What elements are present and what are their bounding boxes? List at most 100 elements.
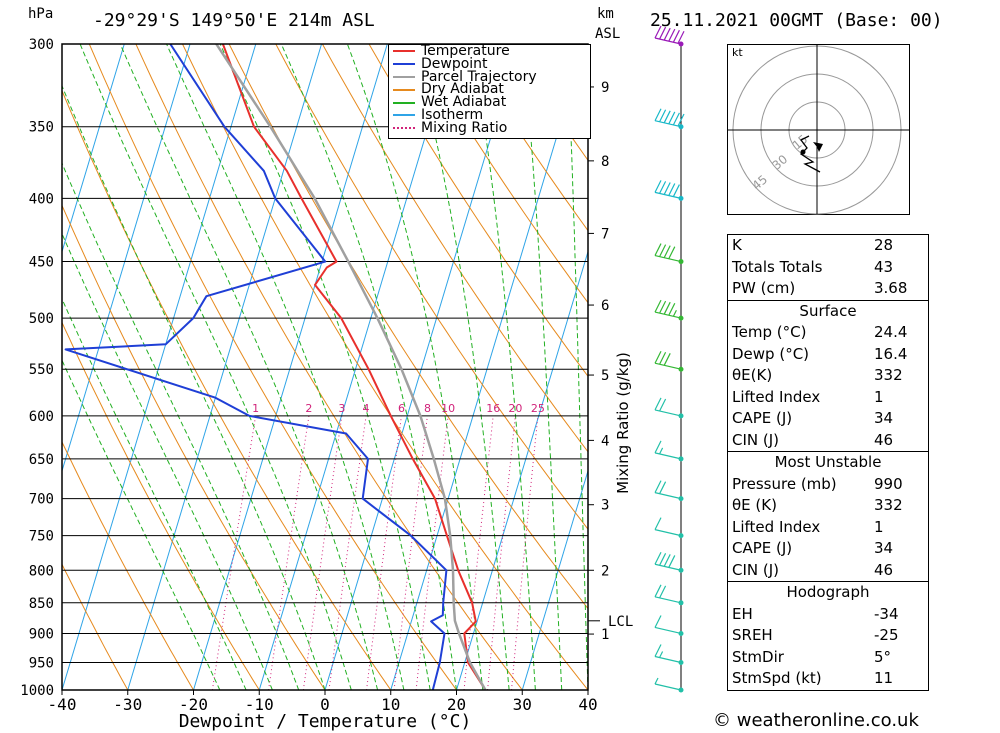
wind-barb-flag: [677, 113, 685, 127]
wind-barb-flag: [654, 299, 662, 313]
km-tick-label: 5: [601, 368, 609, 384]
wet-adiabat-line: [280, 44, 457, 690]
x-tick-label: 10: [381, 695, 400, 714]
wind-barb-half-flag: [659, 447, 664, 455]
chart-legend: Temperature Dewpoint Parcel Trajectory Dry …: [388, 44, 591, 139]
stats-label: CIN (J): [732, 560, 780, 579]
legend-label: Dry Adiabat: [421, 81, 504, 98]
stats-row: θE (K) 332: [728, 495, 928, 517]
stats-value: -34: [874, 604, 899, 623]
pressure-tick-label: 950: [29, 655, 54, 671]
stats-label: EH: [732, 604, 753, 623]
stats-row: Dewp (°C) 16.4: [728, 344, 928, 366]
stats-row: Temp (°C) 24.4: [728, 322, 928, 344]
wind-barb: [654, 180, 682, 199]
isotherm-line: [521, 469, 588, 690]
stats-value: 34: [874, 539, 894, 557]
wind-barb-flag: [654, 480, 662, 493]
most-unstable-title: Most Unstable: [774, 453, 882, 471]
wind-barb-flag: [654, 517, 662, 530]
stats-value: 34: [874, 409, 894, 427]
wind-barb: [654, 108, 685, 128]
stats-row: PW (cm) 3.68: [728, 278, 928, 300]
stats-value: 3.68: [874, 279, 908, 297]
wind-barb-flag: [659, 352, 667, 365]
pressure-tick-label: 650: [29, 452, 54, 468]
legend-label: Parcel Trajectory: [421, 68, 537, 85]
km-label: km: [597, 6, 614, 22]
wind-barb-staff: [654, 311, 682, 319]
location-title: -29°29'S 149°50'E 214m ASL: [93, 10, 375, 31]
stats-value: 1: [874, 387, 884, 406]
dry-adiabat-line: [415, 44, 588, 304]
wind-barb: [654, 677, 682, 691]
wind-barb-flag: [654, 350, 662, 364]
legend-label: Dewpoint: [421, 55, 488, 72]
legend-item: Mixing Ratio: [389, 119, 590, 136]
isotherm-line: [456, 249, 588, 690]
legend-swatch: [393, 101, 415, 104]
pressure-unit-label: hPa: [28, 6, 54, 22]
mixing-ratio-line: [211, 415, 257, 690]
pressure-tick-label: 400: [29, 191, 54, 207]
asl-label: ASL: [595, 26, 621, 42]
wind-barb: [654, 480, 682, 500]
wind-barb-flag: [654, 552, 662, 565]
wind-barb-flag: [659, 181, 667, 194]
wind-barb-staff: [654, 529, 682, 537]
stats-label: Lifted Index: [732, 387, 821, 406]
wind-barb-flag: [663, 27, 671, 41]
wind-barb-flag: [663, 245, 671, 258]
stats-label: PW (cm): [732, 279, 796, 297]
wind-barb-flag: [659, 481, 667, 494]
legend-swatch: [393, 63, 415, 66]
wet-adiabat-line: [166, 44, 405, 690]
wind-barb: [654, 517, 682, 537]
legend-item: Parcel Trajectory: [389, 68, 590, 85]
legend-swatch: [393, 127, 415, 130]
stats-label: CAPE (J): [732, 539, 793, 557]
mixing-ratio-line: [328, 415, 367, 690]
copyright-link[interactable]: © weatheronline.co.uk: [713, 710, 919, 731]
x-tick-label: -10: [245, 695, 274, 714]
stats-row: CIN (J) 46: [728, 430, 928, 452]
wind-barb-flag: [654, 615, 662, 628]
stats-row: K 28: [728, 235, 928, 257]
wind-barb-flag: [654, 397, 662, 411]
stats-label: θE (K): [732, 496, 777, 514]
isotherm-line: [193, 44, 388, 690]
wind-barb-flag: [654, 108, 662, 121]
wind-barb: [654, 243, 682, 263]
mixing-ratio-label: 1: [252, 402, 259, 415]
wind-level-dot: [678, 124, 684, 130]
wind-barb-staff: [654, 37, 682, 45]
wind-barb-flag: [654, 644, 662, 657]
stats-label: StmSpd (kt): [732, 669, 822, 687]
stats-value: 5°: [874, 647, 892, 666]
stats-label: θE(K): [732, 366, 773, 384]
stats-row: CIN (J) 46: [728, 560, 928, 582]
mixing-ratio-label: 8: [424, 402, 431, 415]
wind-barb-staff: [654, 563, 682, 571]
km-tick-label: 7: [601, 226, 609, 242]
legend-swatch: [393, 75, 415, 78]
mixing-ratio-axis-title: Mixing Ratio (g/kg): [614, 352, 632, 494]
hodograph-title: Hodograph: [786, 583, 870, 601]
dry-adiabat-line: [275, 44, 588, 530]
wind-barb: [654, 552, 682, 571]
isotherm-line: [258, 44, 454, 690]
stats-row: EH -34: [728, 604, 928, 626]
stats-row: Lifted Index 1: [728, 387, 928, 409]
legend-label: Mixing Ratio: [421, 119, 508, 136]
stats-value: 990: [874, 474, 903, 493]
wind-barb-flag: [677, 30, 685, 44]
legend-item: Dry Adiabat: [389, 83, 590, 96]
stats-value: 16.4: [874, 344, 908, 363]
wind-barb-flag: [663, 110, 671, 124]
pressure-tick-label: 350: [29, 120, 54, 136]
legend-label: Temperature: [421, 43, 510, 59]
stats-row: Pressure (mb) 990: [728, 474, 928, 496]
pressure-tick-label: 500: [29, 311, 54, 327]
mixing-ratio-label: 20: [508, 402, 522, 415]
